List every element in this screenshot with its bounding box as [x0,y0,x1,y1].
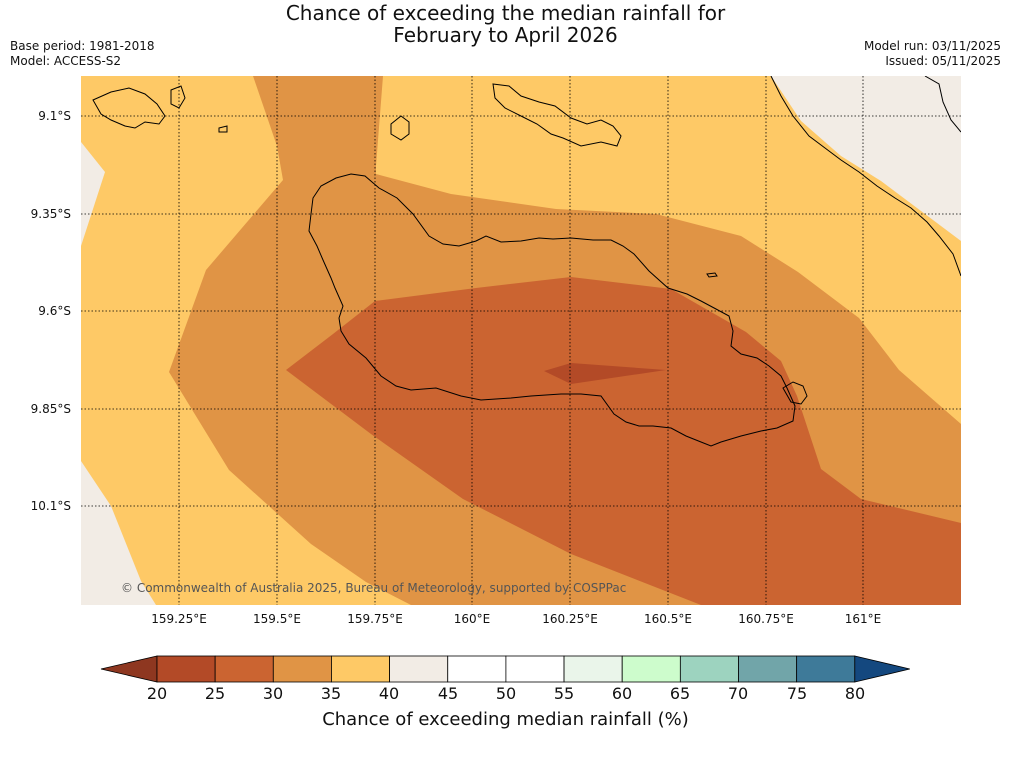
zone-40-45-nw [81,142,105,246]
zone-40-45-sw [81,461,156,605]
model-name: Model: ACCESS-S2 [10,54,122,68]
island-guadalcanal [308,173,796,447]
colorbar-tick: 35 [320,684,342,703]
lon-label: 161°E [844,612,882,626]
colorbar-segment [447,655,507,683]
colorbar-tick: 65 [669,684,691,703]
colorbar-tick: 60 [611,684,633,703]
gridlines [81,76,961,605]
island-russell-2 [170,85,186,109]
lon-label: 159.25°E [151,612,207,626]
colorbar-tick: 40 [378,684,400,703]
lon-label: 159.5°E [253,612,301,626]
island-east-small [782,381,808,405]
colorbar-tick: 25 [204,684,226,703]
colorbar [100,655,910,683]
colorbar-tick: 50 [495,684,517,703]
colorbar-segment [563,655,623,683]
coast-malaita-upper [924,76,961,133]
zone-35-40-north [376,76,961,424]
colorbar-segment [621,655,681,683]
colorbar-extend-low [100,655,158,683]
meta-right: Model run: 03/11/2025 Issued: 05/11/2025 [864,39,1001,69]
colorbar-segment [272,655,332,683]
colorbar-segment [796,655,856,683]
coast-malaita [770,76,961,277]
colorbar-segment [505,655,565,683]
colorbar-segment [679,655,739,683]
colorbar-segment [156,655,216,683]
model-run: Model run: 03/11/2025 [863,39,1001,53]
lat-label: 9.35°S [30,207,71,221]
island-nggela [492,83,622,147]
lat-label: 9.6°S [38,304,71,318]
colorbar-extend-high [854,655,910,683]
lat-label: 10.1°S [30,499,71,513]
zone-35-40 [81,76,411,605]
colorbar-tick: 55 [553,684,575,703]
map-title-line1: Chance of exceeding the median rainfall … [285,1,726,25]
base-period: Base period: 1981-2018 [10,39,155,53]
colorbar-tick: 75 [786,684,808,703]
island-russell [92,87,166,129]
colorbar-tick: 45 [437,684,459,703]
island-tiny [706,272,718,278]
zone-40-45-ne [771,76,961,241]
coastlines [92,76,961,447]
issued-date: Issued: 05/11/2025 [885,54,1001,68]
colorbar-tick: 70 [727,684,749,703]
lon-label: 160.5°E [644,612,692,626]
copyright-text: © Commonwealth of Australia 2025, Bureau… [121,581,626,595]
meta-left: Base period: 1981-2018 Model: ACCESS-S2 [10,39,155,69]
colorbar-segment [331,655,390,683]
island-nggela-small [390,115,410,141]
map-title-line2: February to April 2026 [393,23,618,47]
zone-20-25 [544,363,666,384]
colorbar-tick: 30 [262,684,284,703]
lon-label: 160.25°E [542,612,598,626]
lon-label: 160.75°E [738,612,794,626]
zone-25-30 [286,277,961,605]
island-russell-3 [218,125,228,133]
colorbar-label: Chance of exceeding median rainfall (%) [322,709,689,730]
colorbar-tick: 80 [844,684,866,703]
lon-label: 160°E [453,612,491,626]
lon-label: 159.75°E [347,612,403,626]
colorbar-segment [738,655,798,683]
colorbar-tick: 20 [146,684,168,703]
lat-label: 9.1°S [38,109,71,123]
forecast-map[interactable]: © Commonwealth of Australia 2025, Bureau… [81,76,961,605]
lat-label: 9.85°S [30,402,71,416]
colorbar-segment [389,655,449,683]
colorbar-segment [214,655,274,683]
